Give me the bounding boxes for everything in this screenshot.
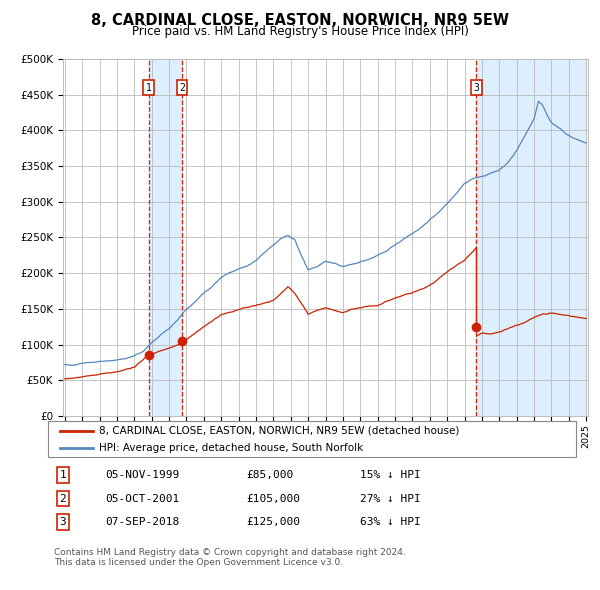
Text: 1: 1 <box>59 470 67 480</box>
Text: 1: 1 <box>146 83 152 93</box>
Bar <box>476 59 586 416</box>
Text: 8, CARDINAL CLOSE, EASTON, NORWICH, NR9 5EW: 8, CARDINAL CLOSE, EASTON, NORWICH, NR9 … <box>91 13 509 28</box>
Bar <box>149 59 182 416</box>
Text: 05-NOV-1999: 05-NOV-1999 <box>105 470 179 480</box>
Text: 8, CARDINAL CLOSE, EASTON, NORWICH, NR9 5EW (detached house): 8, CARDINAL CLOSE, EASTON, NORWICH, NR9 … <box>99 426 460 436</box>
Text: Price paid vs. HM Land Registry's House Price Index (HPI): Price paid vs. HM Land Registry's House … <box>131 25 469 38</box>
Text: £125,000: £125,000 <box>246 517 300 527</box>
Text: HPI: Average price, detached house, South Norfolk: HPI: Average price, detached house, Sout… <box>99 443 363 453</box>
Text: 3: 3 <box>59 517 67 527</box>
Text: 63% ↓ HPI: 63% ↓ HPI <box>360 517 421 527</box>
Text: 27% ↓ HPI: 27% ↓ HPI <box>360 494 421 503</box>
Text: Contains HM Land Registry data © Crown copyright and database right 2024.
This d: Contains HM Land Registry data © Crown c… <box>54 548 406 567</box>
Text: 15% ↓ HPI: 15% ↓ HPI <box>360 470 421 480</box>
Text: £105,000: £105,000 <box>246 494 300 503</box>
Text: £85,000: £85,000 <box>246 470 293 480</box>
Text: 3: 3 <box>473 83 479 93</box>
Text: 2: 2 <box>59 494 67 503</box>
Text: 07-SEP-2018: 07-SEP-2018 <box>105 517 179 527</box>
Text: 05-OCT-2001: 05-OCT-2001 <box>105 494 179 503</box>
Text: 2: 2 <box>179 83 185 93</box>
